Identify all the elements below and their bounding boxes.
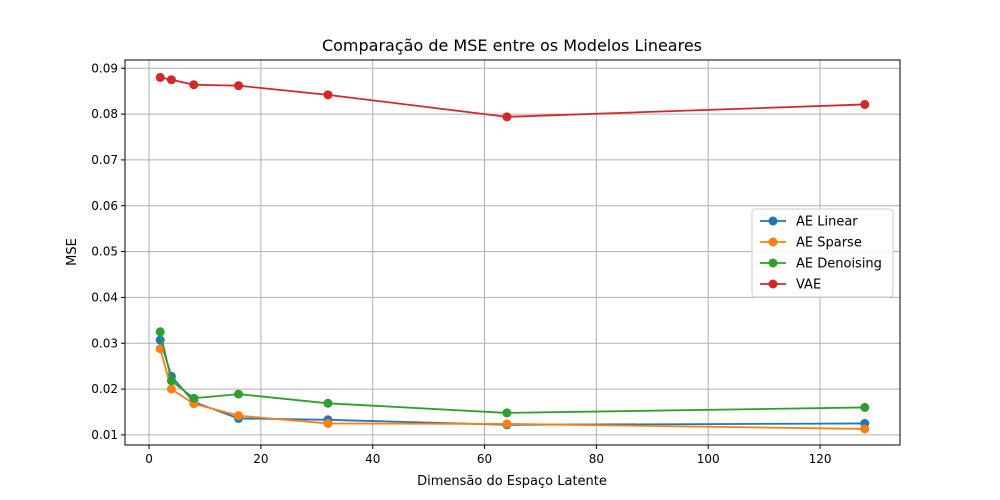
x-tick-label: 60 [477, 452, 492, 466]
data-point [189, 393, 199, 403]
data-point [502, 112, 512, 122]
data-point [502, 419, 512, 429]
y-tick-label: 0.04 [91, 290, 118, 304]
legend: AE Linear AE Sparse AE Denoising VAE [751, 208, 894, 298]
y-tick-label: 0.09 [91, 61, 118, 75]
chart-title: Comparação de MSE entre os Modelos Linea… [322, 36, 702, 55]
x-tick-label: 20 [253, 452, 268, 466]
y-tick-label: 0.06 [91, 199, 118, 213]
x-tick-label: 0 [145, 452, 153, 466]
x-tick-label: 80 [589, 452, 604, 466]
data-point [323, 90, 333, 100]
y-tick-label: 0.07 [91, 153, 118, 167]
legend-label: VAE [796, 278, 821, 293]
legend-swatch-marker [768, 258, 778, 268]
y-tick-label: 0.05 [91, 245, 118, 259]
legend-swatch-marker [768, 279, 778, 289]
data-point [323, 418, 333, 428]
series-layer [155, 72, 870, 434]
ticks: 0 20 40 60 80 100 120 0.01 0.02 0.03 0.04 0.05 0.06 0… [91, 61, 831, 466]
data-point [234, 389, 244, 399]
legend-box [751, 208, 894, 298]
data-point [860, 424, 870, 434]
data-point [860, 402, 870, 412]
data-point [155, 344, 165, 354]
legend-swatch-marker [768, 216, 778, 226]
data-point [234, 411, 244, 421]
legend-label: AE Sparse [796, 236, 862, 251]
data-point [166, 376, 176, 386]
x-tick-label: 100 [697, 452, 720, 466]
data-point [166, 384, 176, 394]
data-point [189, 80, 199, 90]
y-tick-label: 0.03 [91, 336, 118, 350]
data-point [234, 81, 244, 91]
y-tick-label: 0.01 [91, 428, 118, 442]
legend-label: AE Denoising [796, 257, 882, 272]
legend-swatch-marker [768, 237, 778, 247]
data-point [860, 99, 870, 109]
data-point [155, 72, 165, 82]
x-axis-label: Dimensão do Espaço Latente [417, 474, 607, 489]
data-point [155, 327, 165, 337]
plot-frame [124, 59, 901, 446]
data-point [502, 408, 512, 418]
y-axis-label: MSE [65, 238, 80, 266]
data-point [323, 398, 333, 408]
y-tick-label: 0.08 [91, 107, 118, 121]
x-tick-label: 40 [365, 452, 380, 466]
legend-label: AE Linear [796, 215, 858, 230]
y-tick-label: 0.02 [91, 382, 118, 396]
data-point [166, 75, 176, 85]
x-tick-label: 120 [809, 452, 832, 466]
